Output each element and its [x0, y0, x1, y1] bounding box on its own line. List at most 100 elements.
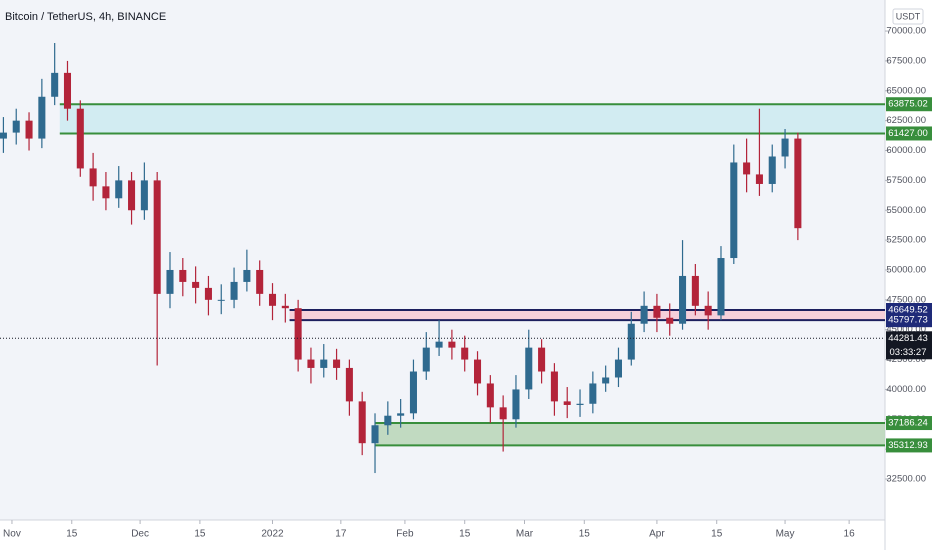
candle-body [102, 186, 110, 199]
labels: 32500.0035000.0037500.0040000.0042500.00… [0, 26, 932, 540]
x-tick-label: Nov [3, 529, 21, 540]
y-tick-label: 52500.00 [886, 235, 926, 246]
y-tick-label: 47500.00 [886, 294, 926, 305]
candle-body [461, 347, 469, 360]
candle-body [474, 359, 482, 384]
y-tick-label: 62500.00 [886, 115, 926, 126]
x-tick-label: Mar [516, 529, 534, 540]
x-tick-label: 15 [711, 529, 723, 540]
y-tick-label: 42500.00 [886, 354, 926, 365]
x-tick-label: 15 [459, 529, 471, 540]
candle-body [717, 258, 725, 316]
candle-body [51, 72, 59, 97]
x-tick-label: 16 [844, 529, 856, 540]
price-label: 61427.00 [888, 128, 928, 139]
candle-body [307, 359, 315, 368]
candle-body [12, 120, 20, 133]
candle-body [781, 138, 789, 157]
candle-body [166, 269, 174, 294]
candle-body [743, 162, 751, 175]
candle-body [640, 305, 648, 324]
x-tick-label: Dec [131, 529, 149, 540]
candle-body [576, 403, 584, 405]
candle-body [0, 132, 7, 139]
candle-body [128, 180, 136, 211]
candle-body [192, 281, 200, 288]
y-tick-label: 57500.00 [886, 175, 926, 186]
y-tick-label: 32500.00 [886, 474, 926, 485]
countdown: 03:33:27 [890, 347, 927, 358]
candle-body [256, 269, 264, 294]
y-tick-label: 50000.00 [886, 264, 926, 275]
price-label-box [886, 438, 932, 453]
last-price-box [886, 331, 932, 360]
candle-body [768, 156, 776, 184]
price-label-box [886, 313, 932, 328]
candle-body [512, 389, 520, 420]
candle-body [704, 305, 712, 316]
x-tick-label: May [776, 529, 795, 540]
price-label: 37186.24 [888, 418, 928, 429]
candle-body [435, 341, 443, 348]
candle-body [243, 269, 251, 282]
price-axis [885, 0, 932, 550]
candle-body [358, 401, 366, 444]
candle-body [691, 275, 699, 306]
chart-title: Bitcoin / TetherUS, 4h, BINANCE [5, 11, 166, 23]
y-tick-label: 45000.00 [886, 324, 926, 335]
candle-body [294, 308, 302, 360]
candle-body [666, 317, 674, 324]
last-price-label: 44281.43 [888, 333, 928, 344]
price-label: 35312.93 [888, 440, 928, 451]
candle-body [614, 359, 622, 378]
candle-body [448, 341, 456, 348]
y-tick-label: 40000.00 [886, 384, 926, 395]
currency: USDT [896, 11, 921, 21]
candle-body [371, 425, 379, 444]
x-tick-label: Feb [396, 529, 414, 540]
candle-body [217, 299, 225, 301]
candle-body [89, 168, 97, 187]
price-label-box [886, 416, 932, 431]
candle-body [602, 377, 610, 384]
candle-body [679, 275, 687, 324]
candle-body [345, 367, 353, 402]
candle-body [333, 359, 341, 368]
candle-body [25, 120, 33, 139]
y-tick-label: 67500.00 [886, 55, 926, 66]
candle-body [563, 401, 571, 405]
candle-body [550, 371, 558, 402]
y-tick-label: 60000.00 [886, 145, 926, 156]
zones [59, 103, 885, 447]
candle-body [422, 347, 430, 372]
price-label: 46649.52 [888, 305, 928, 316]
candles [0, 43, 802, 474]
candle-body [63, 72, 72, 109]
price-label: 63875.02 [888, 99, 928, 110]
x-tick-label: 15 [579, 529, 591, 540]
candle-body [486, 383, 494, 408]
zone [59, 104, 885, 134]
candle-body [538, 347, 546, 372]
currency-box [892, 8, 924, 25]
candle-body [140, 180, 148, 211]
x-tick-label: 15 [66, 529, 78, 540]
candle-body [320, 359, 328, 368]
candle-body [589, 383, 597, 404]
zone [289, 309, 885, 321]
candle-body [38, 96, 46, 139]
candle-body [76, 108, 84, 169]
candle-body [653, 305, 661, 318]
price-label-box [886, 97, 932, 112]
candle-body [204, 287, 212, 300]
candle-body [397, 413, 405, 416]
candle-body [115, 180, 123, 199]
x-tick-label: 17 [335, 529, 347, 540]
x-tick-label: 15 [194, 529, 206, 540]
y-tick-label: 65000.00 [886, 85, 926, 96]
candle-body [179, 269, 187, 282]
candle-body [409, 371, 417, 414]
time-axis [0, 520, 885, 550]
